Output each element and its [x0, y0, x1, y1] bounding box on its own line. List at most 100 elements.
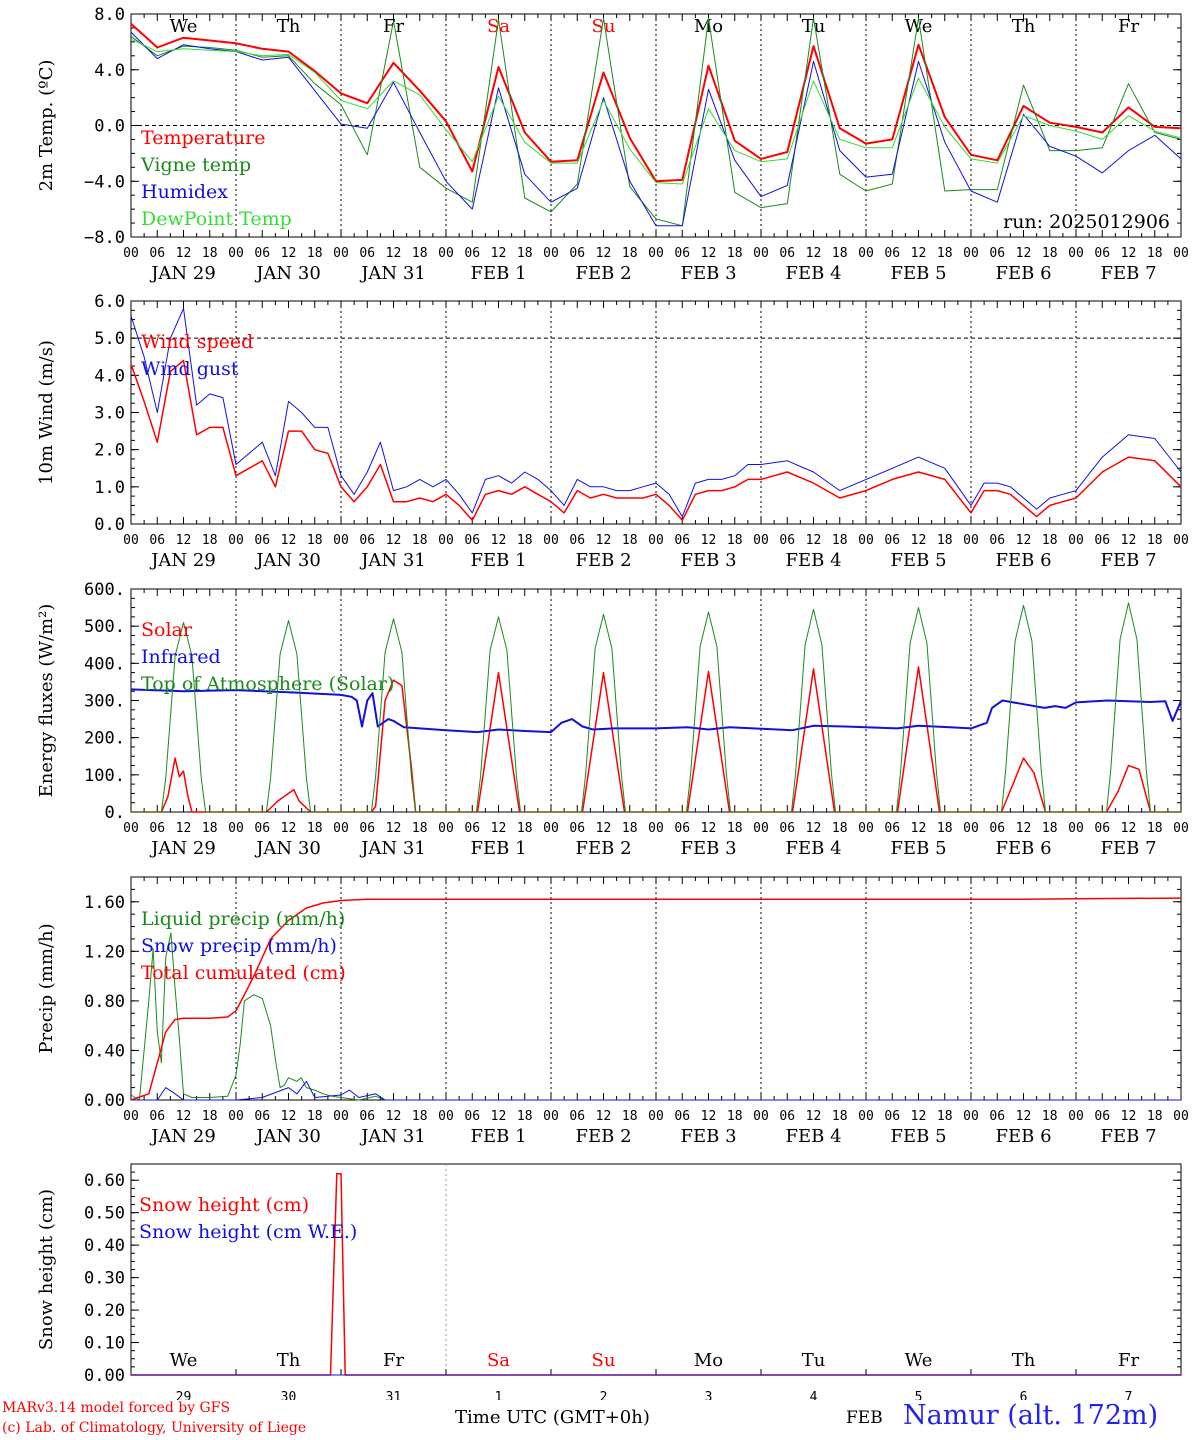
hour-tick-label: 06 — [989, 1109, 1005, 1124]
hour-tick-label: 12 — [806, 821, 822, 836]
hour-tick-label: 06 — [359, 533, 375, 548]
hour-tick-label: 06 — [149, 821, 165, 836]
weekday-label: Th — [1012, 1350, 1036, 1371]
date-label: FEB 7 — [1100, 1126, 1156, 1147]
hour-tick-label: 18 — [622, 1109, 638, 1124]
hour-tick-label: 18 — [937, 533, 953, 548]
date-label: FEB 4 — [785, 263, 841, 284]
hour-tick-label: 12 — [596, 246, 612, 261]
y-tick-label: 0.20 — [84, 1301, 125, 1321]
hour-tick-label: 18 — [412, 246, 428, 261]
legend-entry: Humidex — [141, 181, 228, 203]
hour-tick-label: 06 — [464, 821, 480, 836]
weekday-label: We — [170, 16, 198, 37]
hour-tick-label: 12 — [1121, 533, 1137, 548]
hour-tick-label: 00 — [648, 533, 664, 548]
hour-tick-label: 06 — [674, 246, 690, 261]
hour-tick-label: 00 — [1173, 1109, 1189, 1124]
y-tick-label: 2.0 — [94, 441, 125, 461]
legend-entry: Infrared — [141, 646, 221, 668]
y-tick-label: 6.0 — [94, 292, 125, 312]
y-axis-label: 2m Temp. (ºC) — [36, 60, 57, 192]
date-label: FEB 2 — [575, 263, 631, 284]
hour-tick-label: 06 — [254, 246, 270, 261]
hour-tick-label: 00 — [543, 533, 559, 548]
weekday-label: Fr — [1118, 16, 1139, 37]
hour-tick-label: 18 — [1147, 1109, 1163, 1124]
hour-tick-label: 18 — [727, 821, 743, 836]
hour-tick-label: 12 — [281, 821, 297, 836]
legend-entry: DewPoint Temp — [141, 208, 292, 230]
hour-tick-label: 18 — [412, 821, 428, 836]
hour-tick-label: 00 — [123, 1109, 139, 1124]
hour-tick-label: 00 — [543, 1109, 559, 1124]
date-label: FEB 4 — [785, 1126, 841, 1147]
day-number-label: 4 — [810, 1390, 818, 1400]
hour-tick-label: 00 — [1068, 821, 1084, 836]
hour-tick-label: 00 — [438, 533, 454, 548]
hour-tick-label: 18 — [622, 246, 638, 261]
hour-tick-label: 18 — [937, 821, 953, 836]
date-label: FEB 1 — [470, 1126, 526, 1147]
hour-tick-label: 00 — [1068, 246, 1084, 261]
legend-entry: Top of Atmosphere (Solar) — [141, 673, 394, 695]
day-number-label: 2 — [600, 1390, 608, 1400]
hour-tick-label: 18 — [517, 821, 533, 836]
day-number-label: 3 — [705, 1390, 713, 1400]
hour-tick-label: 18 — [832, 246, 848, 261]
hour-tick-label: 12 — [701, 821, 717, 836]
hour-tick-label: 00 — [753, 821, 769, 836]
date-label: FEB 4 — [785, 550, 841, 571]
date-label: FEB 2 — [575, 550, 631, 571]
date-label: JAN 30 — [254, 263, 321, 284]
y-tick-label: 0.60 — [84, 1171, 125, 1191]
day-number-label: 29 — [176, 1390, 192, 1400]
series-line — [131, 602, 1181, 813]
hour-tick-label: 00 — [1173, 246, 1189, 261]
hour-tick-label: 06 — [674, 533, 690, 548]
legend-entry: Liquid precip (mm/h) — [141, 908, 345, 930]
hour-tick-label: 06 — [359, 246, 375, 261]
hour-tick-label: 12 — [596, 533, 612, 548]
hour-tick-label: 06 — [569, 246, 585, 261]
hour-tick-label: 18 — [1042, 1109, 1058, 1124]
day-number-label: 30 — [281, 1390, 297, 1400]
hour-tick-label: 12 — [596, 1109, 612, 1124]
hour-tick-label: 00 — [1173, 821, 1189, 836]
hour-tick-label: 00 — [333, 1109, 349, 1124]
hour-tick-label: 18 — [1147, 246, 1163, 261]
hour-tick-label: 12 — [1016, 1109, 1032, 1124]
legend-entry: Snow height (cm W.E.) — [139, 1221, 357, 1243]
weekday-label: Fr — [383, 1350, 404, 1371]
hour-tick-label: 00 — [648, 246, 664, 261]
hour-tick-label: 06 — [569, 1109, 585, 1124]
x-axis-title: Time UTC (GMT+0h) — [455, 1407, 650, 1428]
y-tick-label: 1.60 — [84, 893, 125, 913]
hour-tick-label: 00 — [858, 246, 874, 261]
weekday-label: Sa — [487, 16, 510, 37]
series-line — [130, 688, 1182, 734]
hour-tick-label: 18 — [1042, 533, 1058, 548]
hour-tick-label: 06 — [779, 821, 795, 836]
y-tick-label: 0.80 — [84, 992, 125, 1012]
hour-tick-label: 12 — [491, 821, 507, 836]
hour-tick-label: 18 — [517, 246, 533, 261]
hour-tick-label: 06 — [569, 821, 585, 836]
hour-tick-label: 18 — [832, 1109, 848, 1124]
model-credit-line: MARv3.14 model forced by GFS — [2, 1400, 231, 1416]
y-tick-label: 400. — [84, 654, 125, 674]
y-tick-label: 0.40 — [84, 1041, 125, 1061]
hour-tick-label: 12 — [701, 246, 717, 261]
hour-tick-label: 06 — [989, 533, 1005, 548]
lab-credit-line: (c) Lab. of Climatology, University of L… — [2, 1420, 307, 1436]
hour-tick-label: 12 — [701, 1109, 717, 1124]
hour-tick-label: 18 — [202, 821, 218, 836]
hour-tick-label: 00 — [438, 1109, 454, 1124]
hour-tick-label: 18 — [937, 246, 953, 261]
weekday-label: Mo — [694, 1350, 723, 1371]
date-label: FEB 7 — [1100, 838, 1156, 859]
date-label: FEB 4 — [785, 838, 841, 859]
date-label: FEB 2 — [575, 838, 631, 859]
hour-tick-label: 12 — [806, 1109, 822, 1124]
hour-tick-label: 18 — [1147, 533, 1163, 548]
